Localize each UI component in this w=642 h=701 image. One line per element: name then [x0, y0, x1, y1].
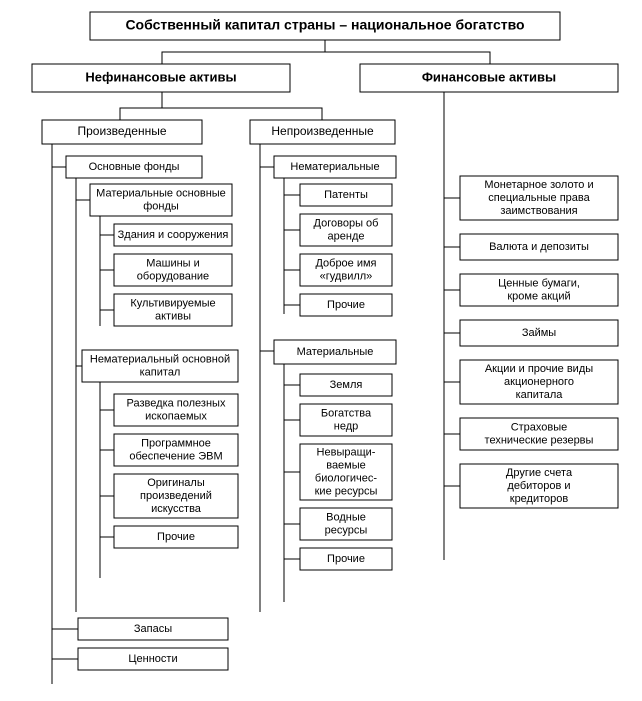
- land-label: Земля: [330, 379, 363, 391]
- root-label: Собственный капитал страны – национально…: [125, 17, 524, 33]
- tangible-fixed-label: Материальные основные: [96, 187, 226, 199]
- buildings-label: Здания и сооружения: [118, 229, 229, 241]
- values-label: Ценности: [128, 653, 177, 665]
- subsoil-label: недр: [334, 420, 359, 432]
- other-accounts-label: Другие счета: [506, 467, 573, 479]
- other-intangible-label: Прочие: [157, 531, 195, 543]
- intangible-fixed-label: капитал: [140, 366, 181, 378]
- np-int-other-label: Прочие: [327, 299, 365, 311]
- insurance-label: технические резервы: [485, 434, 594, 446]
- cultivated-label: Культивируемые: [130, 297, 215, 309]
- water-label: Водные: [326, 511, 366, 523]
- produced-label: Произведенные: [77, 124, 166, 138]
- software-label: обеспечение ЭВМ: [129, 450, 222, 462]
- fixed-assets-label: Основные фонды: [89, 161, 180, 173]
- bio-label: кие ресурсы: [315, 485, 378, 497]
- currency-label: Валюта и депозиты: [489, 241, 589, 253]
- np-tan-other-label: Прочие: [327, 553, 365, 565]
- gold-label: специальные права: [488, 192, 590, 204]
- shares-label: акционерного: [504, 376, 574, 388]
- stocks-label: Запасы: [134, 623, 172, 635]
- np-tangible-label: Материальные: [297, 346, 374, 358]
- gold-label: заимствования: [500, 205, 577, 217]
- bio-label: ваемые: [326, 459, 366, 471]
- other-accounts-label: дебиторов и: [507, 480, 570, 492]
- tangible-fixed-label: фонды: [143, 200, 179, 212]
- securities-label: Ценные бумаги,: [498, 277, 580, 289]
- securities-label: кроме акций: [507, 290, 570, 302]
- shares-label: Акции и прочие виды: [485, 363, 593, 375]
- machines-label: оборудование: [137, 270, 209, 282]
- software-label: Программное: [141, 437, 211, 449]
- bio-label: Невыращи-: [317, 446, 376, 458]
- loans-label: Займы: [522, 327, 556, 339]
- bio-label: биологичес-: [315, 472, 377, 484]
- leases-label: аренде: [328, 230, 365, 242]
- gold-label: Монетарное золото и: [484, 179, 593, 191]
- exploration-label: Разведка полезных: [127, 397, 226, 409]
- intangible-fixed-label: Нематериальный основной: [90, 353, 230, 365]
- subsoil-label: Богатства: [321, 407, 372, 419]
- financial-label: Финансовые активы: [422, 69, 556, 84]
- np-intangible-label: Нематериальные: [290, 161, 379, 173]
- other-accounts-label: кредиторов: [510, 493, 569, 505]
- cultivated-label: активы: [155, 310, 191, 322]
- leases-label: Договоры об: [314, 217, 379, 229]
- art-originals-label: Оригиналы: [147, 477, 205, 489]
- goodwill-label: Доброе имя: [315, 257, 376, 269]
- art-originals-label: произведений: [140, 490, 212, 502]
- art-originals-label: искусства: [151, 503, 202, 515]
- org-chart: Собственный капитал страны – национально…: [0, 0, 642, 701]
- machines-label: Машины и: [146, 257, 200, 269]
- nonfinancial-label: Нефинансовые активы: [85, 69, 236, 84]
- shares-label: капитала: [516, 389, 564, 401]
- goodwill-label: «гудвилл»: [320, 270, 373, 282]
- insurance-label: Страховые: [511, 421, 568, 433]
- water-label: ресурсы: [325, 524, 368, 536]
- nonproduced-label: Непроизведенные: [271, 124, 374, 138]
- exploration-label: ископаемых: [145, 410, 207, 422]
- patents-label: Патенты: [324, 189, 368, 201]
